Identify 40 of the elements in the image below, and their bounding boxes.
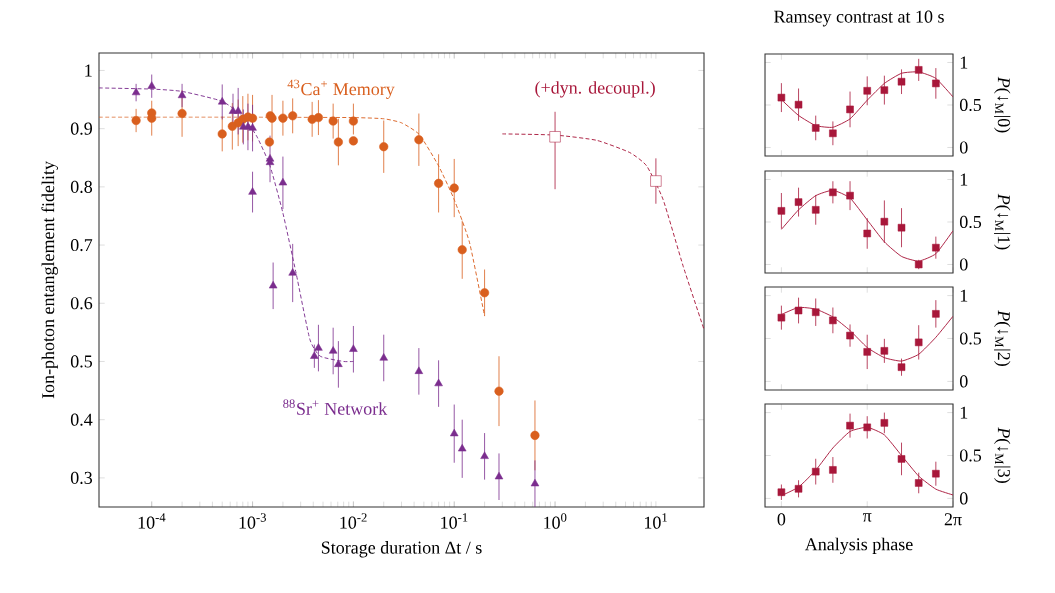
y-tick-label: 0.4	[70, 413, 93, 426]
text: $^{88}$Sr$^{+}$ Network	[283, 399, 388, 415]
y-tick-label: 0.3	[70, 471, 93, 484]
y-tick-label: 1	[960, 173, 968, 186]
y-tick-label: 0	[959, 492, 968, 505]
x-tick-label: 10$^{-2}$	[340, 513, 367, 529]
x-axis-title: Analysis phase	[804, 537, 913, 555]
y-tick-label: 0.5	[959, 98, 982, 112]
y-tick-label: 0.9	[70, 122, 92, 135]
x-tick-label: 0	[777, 513, 786, 526]
y-tick-label: 0	[959, 375, 968, 388]
y-axis-title: Ion-photon entanglement fidelity	[41, 161, 58, 399]
y-tick-label: 0.5	[959, 215, 982, 229]
y-tick-label: 0.8	[70, 180, 93, 193]
x-tick-label: 10$^{-1}$	[441, 513, 468, 529]
y-axis-title: P(↓$_{M}$|3)	[994, 427, 1011, 483]
y-axis-title: P(↓$_{M}$|0)	[994, 76, 1011, 133]
y-axis-title: P(↓$_{M}$|1)	[994, 193, 1011, 250]
y-tick-label: 0.6	[70, 297, 93, 310]
x-tick-label: 10$^{1}$	[645, 513, 667, 529]
x-tick-label: 2π	[944, 513, 962, 526]
y-tick-label: 0.5	[959, 449, 982, 462]
x-tick-label: 10$^{-3}$	[239, 513, 266, 529]
y-tick-label: 0.5	[959, 332, 982, 345]
x-tick-label: 10$^{-4}$	[138, 513, 166, 529]
x-axis-title: Storage duration Δt / s	[321, 541, 482, 558]
y-tick-label: 0.7	[70, 238, 93, 252]
series-label: $^{43}$Ca$^{+}$ Memory	[287, 79, 395, 99]
y-tick-label: 1	[960, 289, 968, 302]
y-tick-label: 0	[959, 258, 968, 271]
y-tick-label: 1	[960, 56, 968, 69]
chart-title: Ramsey contrast at 10 s	[774, 10, 944, 27]
y-tick-label: 1	[960, 406, 968, 419]
x-tick-label: π	[862, 513, 872, 522]
y-axis-title: P(↓$_{M}$|2)	[994, 310, 1011, 366]
text: (+dyn. decoupl.)	[535, 81, 655, 98]
y-tick-label: 1	[85, 64, 92, 77]
y-tick-label: 0.5	[70, 355, 93, 368]
y-tick-label: 0	[959, 141, 968, 154]
x-tick-label: 10$^{0}$	[544, 513, 567, 529]
